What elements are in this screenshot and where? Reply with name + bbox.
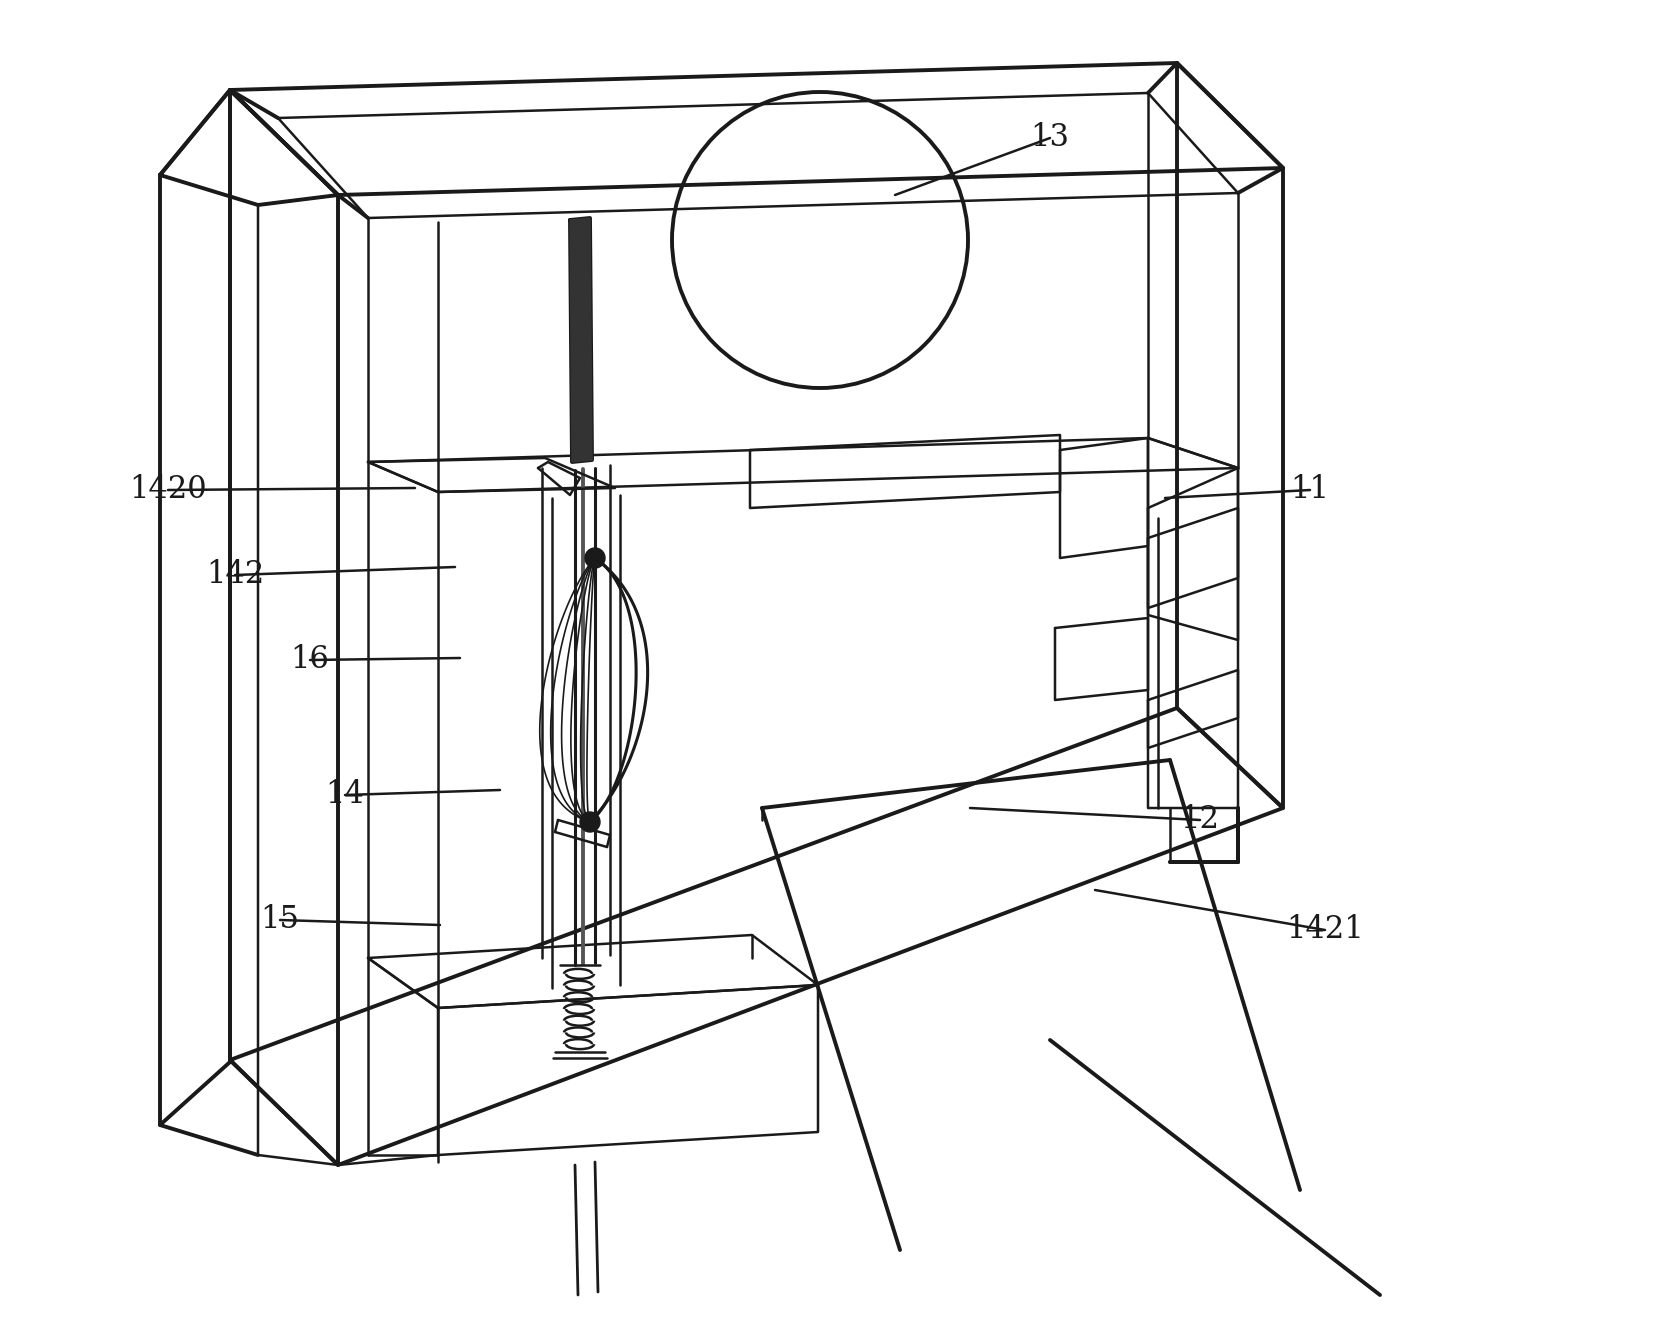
Text: 11: 11 [1290,474,1328,506]
Text: 1421: 1421 [1285,914,1363,946]
Text: 14: 14 [326,779,364,811]
Text: 13: 13 [1030,122,1068,154]
Circle shape [579,812,599,832]
Text: 142: 142 [206,559,265,591]
Text: 15: 15 [260,905,300,935]
Text: 12: 12 [1180,804,1218,836]
Text: 1420: 1420 [130,474,206,506]
Text: 16: 16 [291,644,329,676]
Circle shape [584,549,604,568]
Polygon shape [569,219,592,462]
